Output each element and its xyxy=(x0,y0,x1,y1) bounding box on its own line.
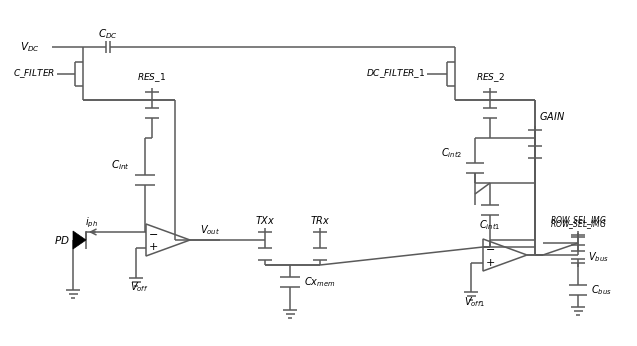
Text: $RES\_1$: $RES\_1$ xyxy=(138,72,166,84)
Text: $+$: $+$ xyxy=(485,256,495,267)
Text: $V_{DC}$: $V_{DC}$ xyxy=(20,40,40,54)
Text: $Cx_{mem}$: $Cx_{mem}$ xyxy=(304,275,336,289)
Text: $ROW\_SEL\_IMG$: $ROW\_SEL\_IMG$ xyxy=(550,219,606,231)
Text: $C_{bus}$: $C_{bus}$ xyxy=(591,283,612,297)
Text: $ROW\_SEL\_IMG$: $ROW\_SEL\_IMG$ xyxy=(550,215,606,227)
Text: $V_{bus}$: $V_{bus}$ xyxy=(588,250,609,264)
Text: $C\_FILTER$: $C\_FILTER$ xyxy=(13,67,55,80)
Text: $V_{off}$: $V_{off}$ xyxy=(130,280,148,294)
Text: $-$: $-$ xyxy=(148,228,158,238)
Text: $TXx$: $TXx$ xyxy=(255,214,275,226)
Text: $V_{off1}$: $V_{off1}$ xyxy=(464,295,485,309)
Text: $-$: $-$ xyxy=(485,243,495,253)
Text: $TRx$: $TRx$ xyxy=(310,214,331,226)
Text: $i_{ph}$: $i_{ph}$ xyxy=(85,216,97,230)
Text: $C_{int}$: $C_{int}$ xyxy=(111,158,130,172)
Text: $C_{DC}$: $C_{DC}$ xyxy=(98,27,118,41)
Text: $C_{int1}$: $C_{int1}$ xyxy=(479,218,501,232)
Text: $PD$: $PD$ xyxy=(54,234,70,246)
Text: $+$: $+$ xyxy=(148,242,158,253)
Text: $DC\_FILTER\_1$: $DC\_FILTER\_1$ xyxy=(366,67,425,80)
Text: $RES\_2$: $RES\_2$ xyxy=(476,72,505,84)
Text: $C_{int2}$: $C_{int2}$ xyxy=(441,146,462,160)
Polygon shape xyxy=(73,231,86,249)
Text: $GAIN$: $GAIN$ xyxy=(539,110,565,122)
Text: $V_{out}$: $V_{out}$ xyxy=(200,223,220,237)
